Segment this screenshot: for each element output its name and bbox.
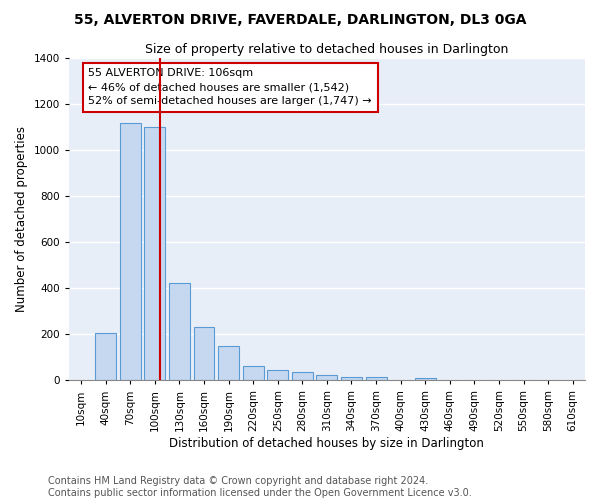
Bar [415,378,436,380]
Bar [169,282,190,380]
Bar [194,328,214,380]
Bar [95,333,116,380]
Bar [145,127,166,380]
Text: Contains HM Land Registry data © Crown copyright and database right 2024.
Contai: Contains HM Land Registry data © Crown c… [48,476,472,498]
Text: 55 ALVERTON DRIVE: 106sqm
← 46% of detached houses are smaller (1,542)
52% of se: 55 ALVERTON DRIVE: 106sqm ← 46% of detac… [88,68,372,106]
X-axis label: Distribution of detached houses by size in Darlington: Distribution of detached houses by size … [169,437,484,450]
Bar [292,372,313,380]
Bar [120,122,141,380]
Title: Size of property relative to detached houses in Darlington: Size of property relative to detached ho… [145,42,509,56]
Bar [218,346,239,380]
Bar [341,377,362,380]
Text: 55, ALVERTON DRIVE, FAVERDALE, DARLINGTON, DL3 0GA: 55, ALVERTON DRIVE, FAVERDALE, DARLINGTO… [74,12,526,26]
Bar [316,376,337,380]
Bar [365,378,386,380]
Bar [243,366,263,380]
Bar [268,370,288,380]
Y-axis label: Number of detached properties: Number of detached properties [15,126,28,312]
